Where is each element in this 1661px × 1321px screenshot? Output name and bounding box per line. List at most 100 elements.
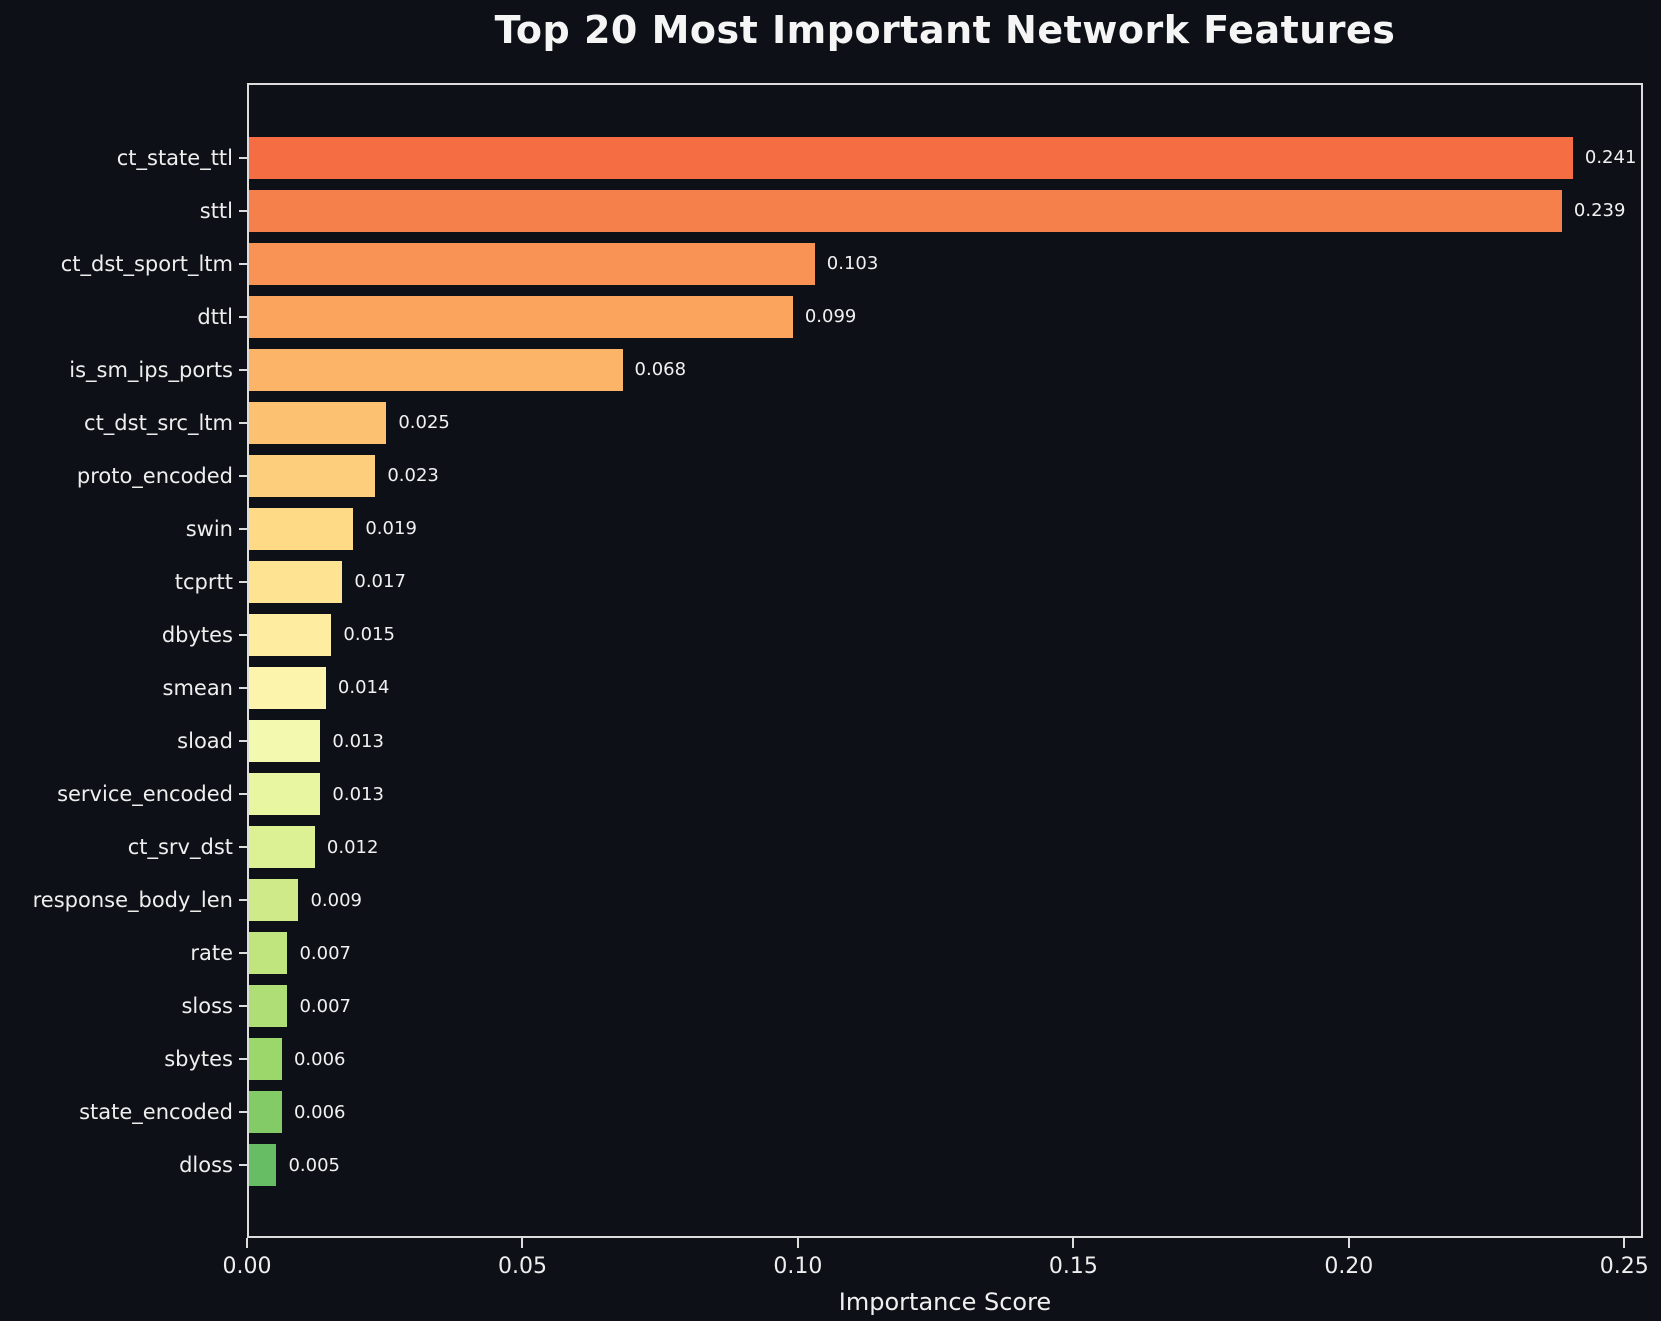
- bar-row: rate 0.007: [190, 927, 1641, 980]
- bar-value-label: 0.007: [299, 995, 351, 1017]
- bar: [249, 242, 815, 285]
- x-tick-mark: [246, 1238, 248, 1248]
- y-axis-label: ct_state_ttl: [116, 145, 233, 170]
- y-tick-mark: [239, 633, 248, 636]
- bar: [249, 1144, 277, 1187]
- y-axis-label: ct_srv_dst: [127, 835, 233, 860]
- bar: [249, 720, 321, 763]
- bar-value-label: 0.239: [1573, 200, 1626, 222]
- y-axis-label: sload: [177, 729, 233, 754]
- bar-value-label: 0.068: [634, 359, 687, 381]
- bar-row: response_body_len 0.009: [33, 874, 1641, 927]
- x-axis-title: Importance Score: [838, 1288, 1052, 1316]
- y-axis-label: response_body_len: [32, 888, 233, 913]
- bar-value-label: 0.025: [398, 412, 450, 434]
- bar-value-label: 0.099: [804, 306, 857, 328]
- bar-row: sbytes 0.006: [164, 1033, 1641, 1086]
- y-tick-mark: [239, 952, 248, 955]
- y-axis-label: swin: [185, 516, 233, 541]
- bar-value-label: 0.012: [326, 836, 379, 858]
- y-tick-mark: [239, 1111, 248, 1114]
- bar-value-label: 0.009: [310, 889, 362, 911]
- y-tick-mark: [239, 686, 248, 689]
- bar: [249, 613, 332, 656]
- bar-row: ct_srv_dst 0.012: [128, 821, 1641, 874]
- y-axis-label: tcprtt: [174, 569, 233, 594]
- x-tick-mark: [521, 1238, 524, 1248]
- bar: [249, 295, 793, 338]
- bar-value-label: 0.007: [299, 942, 351, 964]
- bar-value-label: 0.017: [354, 571, 406, 593]
- bar-value-label: 0.014: [337, 677, 390, 699]
- bar-value-label: 0.013: [332, 783, 384, 805]
- bar-value-label: 0.006: [293, 1101, 346, 1123]
- bar: [249, 932, 288, 975]
- y-tick-mark: [239, 740, 248, 743]
- bar-row: dttl 0.099: [197, 290, 1641, 343]
- y-axis-label: dbytes: [161, 622, 233, 647]
- y-axis-label: dttl: [197, 304, 233, 329]
- bar-value-label: 0.013: [332, 730, 384, 752]
- bar-row: dloss 0.005: [179, 1139, 1641, 1192]
- bar-row: sloss 0.007: [181, 980, 1641, 1033]
- bar-row: ct_dst_sport_ltm 0.103: [61, 237, 1641, 290]
- chart-title: Top 20 Most Important Network Features: [494, 8, 1396, 52]
- x-tick-mark: [1072, 1238, 1075, 1248]
- bar-value-label: 0.241: [1584, 147, 1637, 169]
- y-tick-mark: [239, 315, 248, 318]
- bar-row: state_encoded 0.006: [79, 1086, 1641, 1139]
- bar: [249, 666, 326, 709]
- bar: [249, 401, 387, 444]
- bar-row: smean 0.014: [163, 661, 1641, 714]
- y-axis-label: state_encoded: [79, 1100, 233, 1125]
- y-axis-label: dloss: [179, 1153, 233, 1178]
- y-axis-label: service_encoded: [57, 782, 233, 807]
- y-axis-label: proto_encoded: [76, 463, 233, 488]
- y-tick-mark: [239, 209, 248, 212]
- bar-value-label: 0.019: [365, 518, 417, 540]
- bar: [249, 348, 623, 391]
- y-tick-mark: [239, 156, 248, 159]
- bar: [249, 454, 376, 497]
- bar: [249, 879, 299, 922]
- bar-value-label: 0.023: [387, 465, 439, 487]
- bar: [249, 189, 1562, 232]
- y-tick-mark: [239, 421, 248, 424]
- bar-row: proto_encoded 0.023: [77, 449, 1641, 502]
- plot-area: ct_state_ttl 0.241 sttl 0.239 ct_dst_spo…: [33, 83, 1643, 1238]
- y-axis-label: sloss: [181, 994, 233, 1019]
- bar: [249, 1038, 282, 1081]
- bar-row: ct_state_ttl 0.241: [117, 131, 1641, 184]
- x-tick-mark: [1347, 1238, 1350, 1248]
- bar-row: is_sm_ips_ports 0.068: [69, 343, 1641, 396]
- bar-rows: ct_state_ttl 0.241 sttl 0.239 ct_dst_spo…: [33, 85, 1641, 1236]
- bar-row: service_encoded 0.013: [57, 768, 1641, 821]
- bar-row: dbytes 0.015: [162, 608, 1641, 661]
- y-tick-mark: [239, 1005, 248, 1008]
- x-tick-label: 0.15: [1048, 1254, 1098, 1279]
- bar: [249, 136, 1573, 179]
- bar-value-label: 0.103: [826, 253, 879, 275]
- bar-value-label: 0.006: [293, 1048, 346, 1070]
- x-tick-label: 0.00: [222, 1254, 272, 1279]
- y-axis-label: rate: [190, 941, 233, 966]
- x-tick-label: 0.10: [773, 1254, 823, 1279]
- bar-value-label: 0.005: [288, 1154, 340, 1176]
- bar: [249, 560, 343, 603]
- y-tick-mark: [239, 1164, 248, 1167]
- y-axis-label: smean: [162, 675, 234, 700]
- bar: [249, 773, 321, 816]
- y-axis-label: ct_dst_sport_ltm: [60, 251, 233, 276]
- bar: [249, 507, 354, 550]
- y-tick-mark: [239, 580, 248, 583]
- x-tick-label: 0.25: [1599, 1254, 1649, 1279]
- y-tick-mark: [239, 527, 248, 530]
- bar-row: ct_dst_src_ltm 0.025: [84, 396, 1641, 449]
- bar: [249, 1091, 282, 1134]
- y-axis-label: is_sm_ips_ports: [69, 357, 233, 382]
- y-axis-label: ct_dst_src_ltm: [84, 410, 233, 435]
- y-axis-label: sbytes: [164, 1047, 233, 1072]
- bar: [249, 985, 288, 1028]
- bar-row: sttl 0.239: [200, 184, 1641, 237]
